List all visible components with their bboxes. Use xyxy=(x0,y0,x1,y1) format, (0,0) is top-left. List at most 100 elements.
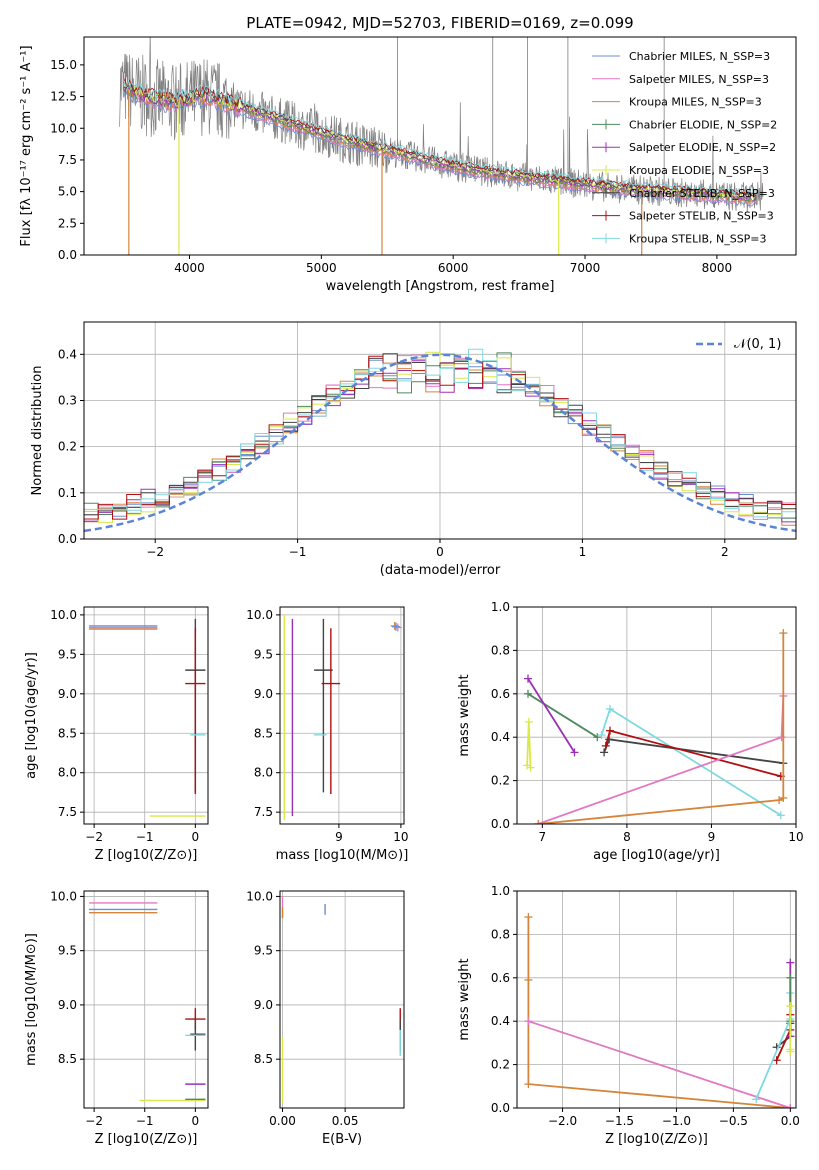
y-tick-label: 7.5 xyxy=(58,153,77,167)
data-point xyxy=(321,628,341,795)
x-tick-label: −1 xyxy=(136,1114,154,1128)
y-tick-label: 7.5 xyxy=(254,805,273,819)
legend-entry: Kroupa MILES, N_SSP=3 xyxy=(592,96,762,109)
x-axis-label: E(B-V) xyxy=(322,1132,362,1147)
legend-label: Chabrier MILES, N_SSP=3 xyxy=(629,50,770,63)
plot-area xyxy=(517,891,796,1108)
y-tick-label: 8.0 xyxy=(254,766,273,780)
axes-frame xyxy=(83,606,209,825)
x-tick-label: 0.00 xyxy=(269,1114,296,1128)
y-tick-label: 9.5 xyxy=(254,647,273,661)
y-tick-label: 0.2 xyxy=(58,440,77,454)
y-tick-label: 1.0 xyxy=(491,600,510,614)
x-tick-label: −2 xyxy=(146,545,164,559)
y-axis-label: mass weight xyxy=(457,674,472,756)
x-tick-label: 6000 xyxy=(438,261,469,275)
x-tick-label: 8000 xyxy=(702,261,733,275)
legend-label: 𝒩(0, 1) xyxy=(734,337,781,352)
series-4 xyxy=(600,735,788,768)
y-tick-label: 10.0 xyxy=(50,121,77,135)
y-tick-label: 8.0 xyxy=(58,766,77,780)
y-tick-label: 10.0 xyxy=(50,889,77,903)
data-point xyxy=(314,618,333,793)
residual-histogram xyxy=(84,348,796,518)
chart-title: PLATE=0942, MJD=52703, FIBERID=0169, z=0… xyxy=(246,14,633,32)
y-tick-label: 0.1 xyxy=(58,486,77,500)
legend-entry: 𝒩(0, 1) xyxy=(696,337,781,352)
x-tick-label: 4000 xyxy=(174,261,205,275)
panel-weight_vs_age: 7 8 9 10 0.0 0.2 0.4 0.6 0.8 1.0 age [log10(age/yr… xyxy=(457,600,804,863)
y-tick-label: 5.0 xyxy=(58,185,77,199)
legend-label: Chabrier STELIB, N_SSP=3 xyxy=(629,187,775,200)
axes-frame xyxy=(83,321,797,540)
panel-weight_vs_Z: −2.0 −1.5 −1.0 −0.5 0.0 0.0 0.2 0.4 0.6 0.8 1.0 Z [… xyxy=(457,884,800,1147)
y-tick-label: 2.5 xyxy=(58,216,77,230)
plot-area xyxy=(84,322,796,539)
y-tick-label: 0.2 xyxy=(491,774,510,788)
data-point xyxy=(391,622,400,631)
legend-label: Chabrier ELODIE, N_SSP=2 xyxy=(629,118,777,131)
x-tick-label: −0.5 xyxy=(719,1114,748,1128)
legend-entry: Salpeter ELODIE, N_SSP=2 xyxy=(592,141,776,154)
plot-area xyxy=(280,607,404,824)
y-tick-label: 1.0 xyxy=(491,884,510,898)
panel-residuals: −2 −1 0 1 2 0.0 0.1 0.2 0.3 0.4 (data-model)/error… xyxy=(30,321,797,578)
series-5 xyxy=(601,726,785,781)
y-tick-label: 8.5 xyxy=(58,1052,77,1066)
y-tick-label: 10.0 xyxy=(246,608,273,622)
y-tick-label: 0.0 xyxy=(491,817,510,831)
plot-area xyxy=(517,607,796,824)
legend-label: Salpeter ELODIE, N_SSP=2 xyxy=(629,141,776,154)
y-tick-label: 0.4 xyxy=(491,730,510,744)
y-tick-label: 8.5 xyxy=(254,726,273,740)
legend-label: Salpeter STELIB, N_SSP=3 xyxy=(629,210,774,223)
y-tick-label: 8.5 xyxy=(254,1052,273,1066)
y-tick-label: 10.0 xyxy=(50,608,77,622)
x-tick-label: 0 xyxy=(436,545,444,559)
x-tick-label: 8 xyxy=(623,830,631,844)
y-tick-label: 7.5 xyxy=(58,805,77,819)
x-tick-label: 5000 xyxy=(306,261,337,275)
x-tick-label: −2 xyxy=(85,1114,103,1128)
data-point xyxy=(393,623,402,632)
y-tick-label: 0.0 xyxy=(491,1101,510,1115)
series-3 xyxy=(597,704,785,820)
x-tick-label: 7000 xyxy=(570,261,601,275)
series-0 xyxy=(524,913,795,1108)
legend-label: Salpeter MILES, N_SSP=3 xyxy=(629,73,769,86)
y-axis-label: mass weight xyxy=(457,958,472,1040)
plot-area xyxy=(119,37,764,255)
series-line xyxy=(527,678,576,753)
x-axis-label: Z [log10(Z/Z⊙)] xyxy=(95,1132,198,1147)
x-tick-label: 0 xyxy=(192,830,200,844)
panel-mass_vs_Z: −2 −1 0 8.5 9.0 9.5 10.0 Z [log10(Z/Z⊙)] mass [l… xyxy=(24,889,209,1147)
legend-entry: Kroupa STELIB, N_SSP=3 xyxy=(592,232,767,245)
legend-label: Kroupa ELODIE, N_SSP=3 xyxy=(629,164,769,177)
series-2 xyxy=(523,718,535,772)
axes-frame xyxy=(279,606,405,825)
x-tick-label: −2 xyxy=(85,830,103,844)
series-line xyxy=(526,721,532,768)
x-tick-label: 9 xyxy=(708,830,716,844)
series-line xyxy=(755,993,792,1100)
y-tick-label: 10.0 xyxy=(246,889,273,903)
series-1 xyxy=(523,674,579,757)
x-tick-label: 1 xyxy=(579,545,587,559)
axes-frame xyxy=(279,890,405,1109)
series-line xyxy=(537,695,785,824)
x-tick-label: 0.0 xyxy=(781,1114,800,1128)
y-tick-label: 0.6 xyxy=(491,687,510,701)
y-axis-label: Flux [fλ 10⁻¹⁷ erg cm⁻² s⁻¹ A⁻¹] xyxy=(19,45,34,246)
plot-area xyxy=(84,891,208,1108)
series-line xyxy=(538,633,785,824)
y-tick-label: 9.0 xyxy=(254,687,273,701)
y-tick-label: 0.4 xyxy=(491,1014,510,1028)
y-tick-label: 0.0 xyxy=(58,248,77,262)
series-line xyxy=(600,707,782,817)
panel-age_vs_mass: 9 10 7.5 8.0 8.5 9.0 9.5 10.0 mass [log10(M/M⊙)] xyxy=(246,606,409,863)
residual-histogram xyxy=(84,355,796,520)
x-axis-label: Z [log10(Z/Z⊙)] xyxy=(95,848,198,863)
legend-entry: Salpeter STELIB, N_SSP=3 xyxy=(592,210,774,223)
series-1 xyxy=(524,1017,795,1108)
